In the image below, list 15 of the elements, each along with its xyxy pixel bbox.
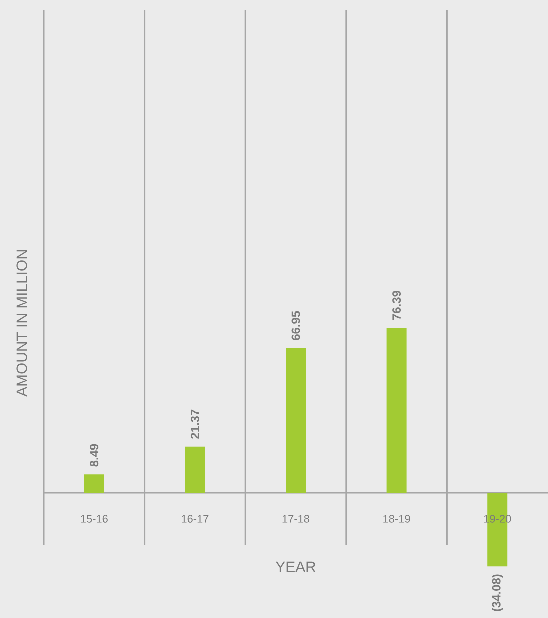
x-tick-label: 17-18 xyxy=(282,515,310,523)
bar xyxy=(185,446,206,493)
data-label: 8.49 xyxy=(90,444,99,467)
x-tick-label: 18-19 xyxy=(384,515,410,523)
x-tick-label: 16-17 xyxy=(182,515,209,523)
data-label: 21.37 xyxy=(190,410,200,439)
bar xyxy=(286,348,306,493)
y-axis-title: AMOUNT IN MILLION xyxy=(16,250,28,397)
bar xyxy=(386,328,407,493)
data-label: (34.08) xyxy=(492,574,504,612)
data-label: 66.95 xyxy=(292,311,300,340)
x-axis-title: YEAR xyxy=(276,562,316,572)
bar xyxy=(84,474,104,493)
x-tick-label: 15-16 xyxy=(81,515,108,523)
data-label: 76.39 xyxy=(392,291,402,320)
